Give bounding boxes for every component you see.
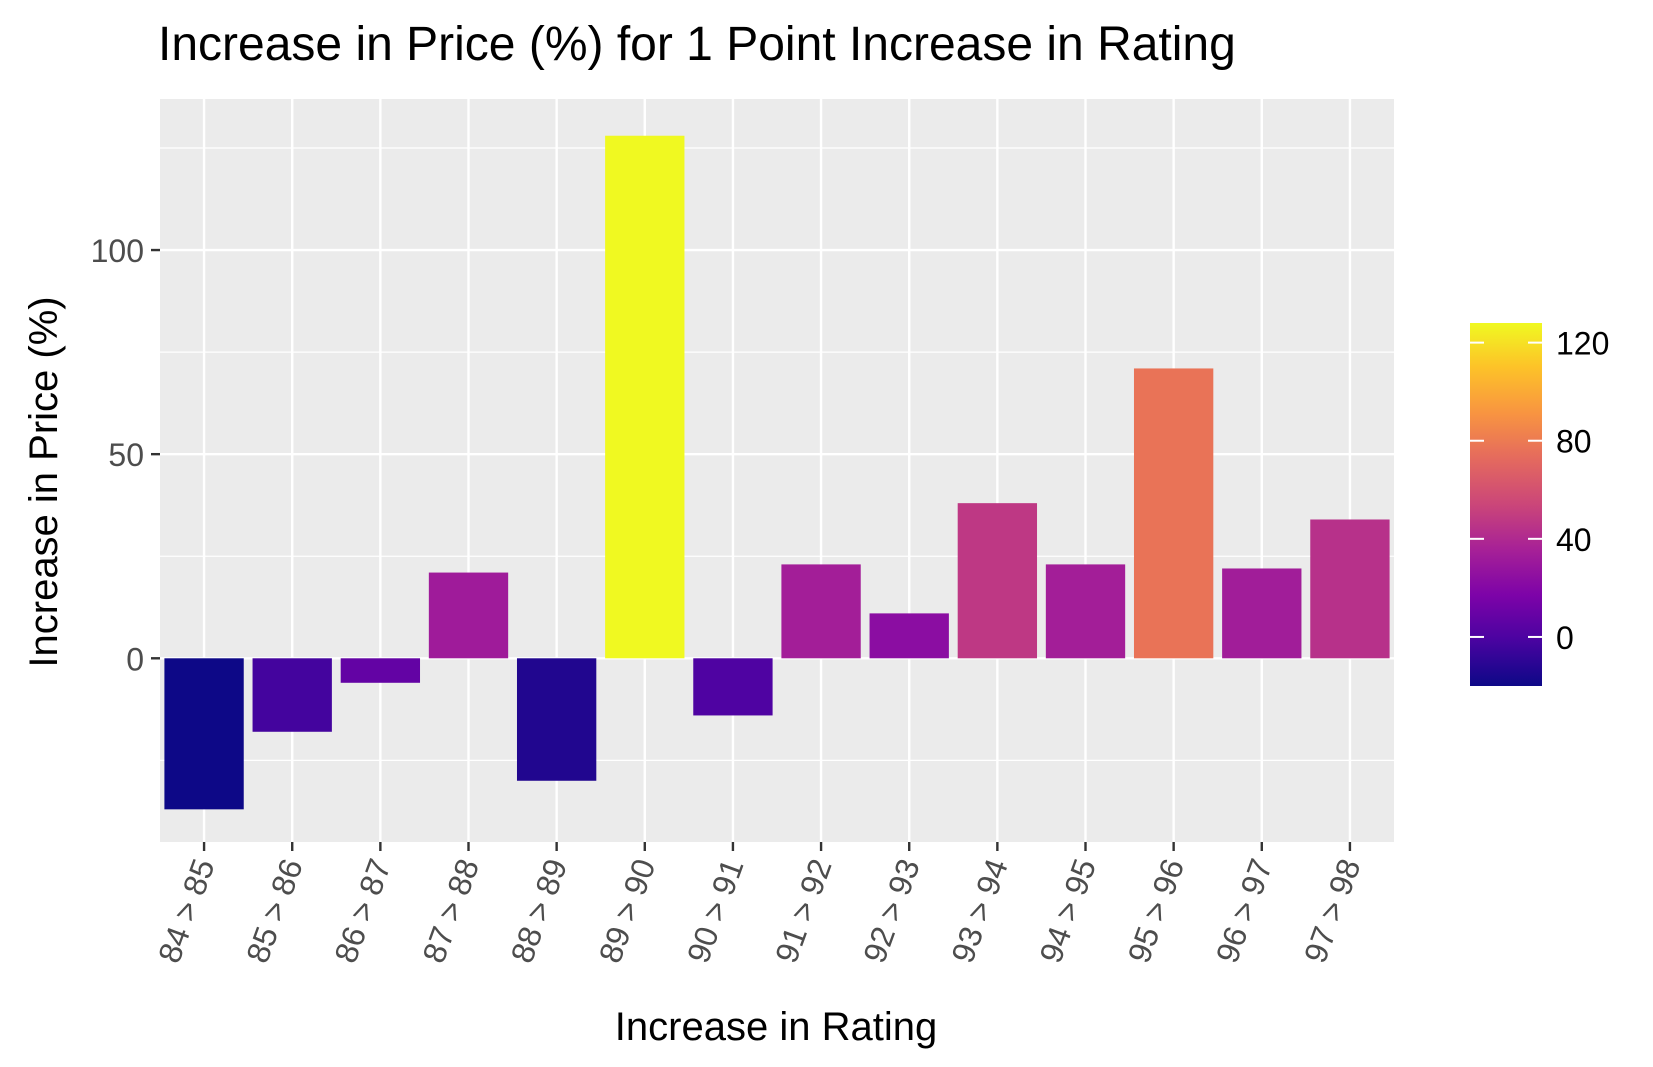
x-tick-label: 85 > 86 bbox=[239, 854, 310, 967]
bar-91-to-92 bbox=[781, 564, 861, 659]
colorbar-tick-label: 40 bbox=[1556, 522, 1592, 558]
colorbar-tick-label: 120 bbox=[1556, 326, 1609, 362]
color-legend: 0 40 80 120 bbox=[1470, 323, 1609, 686]
x-tick-label: 95 > 96 bbox=[1121, 854, 1192, 967]
bar-95-to-96 bbox=[1133, 368, 1214, 659]
bar-94-to-95 bbox=[1045, 564, 1126, 659]
bar-96-to-97 bbox=[1222, 568, 1302, 659]
x-tick-label: 96 > 97 bbox=[1209, 854, 1280, 967]
y-axis-label: Increase in Price (%) bbox=[22, 296, 66, 667]
bar-97-to-98 bbox=[1310, 519, 1390, 659]
colorbar-tick-label: 80 bbox=[1556, 424, 1592, 460]
x-tick-label: 89 > 90 bbox=[592, 854, 663, 967]
bar-87-to-88 bbox=[428, 572, 509, 659]
grid-lines bbox=[160, 99, 1394, 842]
x-tick-label: 88 > 89 bbox=[504, 854, 575, 967]
chart-title: Increase in Price (%) for 1 Point Increa… bbox=[158, 18, 1236, 71]
x-tick-label: 92 > 93 bbox=[856, 854, 927, 967]
colorbar-tick-label: 0 bbox=[1556, 620, 1574, 656]
x-tick-label: 91 > 92 bbox=[768, 854, 839, 967]
y-tick-label: 100 bbox=[91, 233, 144, 269]
bar-85-to-86 bbox=[252, 658, 332, 732]
x-tick-label: 94 > 95 bbox=[1032, 854, 1103, 967]
bar-92-to-93 bbox=[869, 613, 949, 659]
bar-88-to-89 bbox=[516, 658, 597, 781]
colorbar bbox=[1470, 323, 1542, 686]
bar-86-to-87 bbox=[340, 658, 421, 683]
x-tick-label: 93 > 94 bbox=[944, 854, 1015, 967]
bar-93-to-94 bbox=[957, 503, 1038, 659]
x-tick-label: 87 > 88 bbox=[415, 854, 486, 967]
x-axis-label: Increase in Rating bbox=[615, 1005, 937, 1049]
x-tick-label: 84 > 85 bbox=[151, 854, 222, 967]
x-tick-label: 97 > 98 bbox=[1297, 854, 1368, 967]
y-tick-label: 0 bbox=[126, 641, 144, 677]
bar-89-to-90 bbox=[605, 135, 685, 659]
x-tick-label: 90 > 91 bbox=[680, 854, 751, 967]
bar-90-to-91 bbox=[693, 658, 773, 716]
x-axis: 84 > 85 85 > 86 86 > 87 87 > 88 88 > 89 89 > … bbox=[151, 842, 1368, 968]
bars bbox=[164, 135, 1390, 810]
x-tick-label: 86 > 87 bbox=[327, 854, 398, 967]
y-tick-label: 50 bbox=[108, 437, 144, 473]
y-axis: 0 50 100 bbox=[91, 233, 160, 677]
bar-84-to-85 bbox=[164, 658, 244, 810]
